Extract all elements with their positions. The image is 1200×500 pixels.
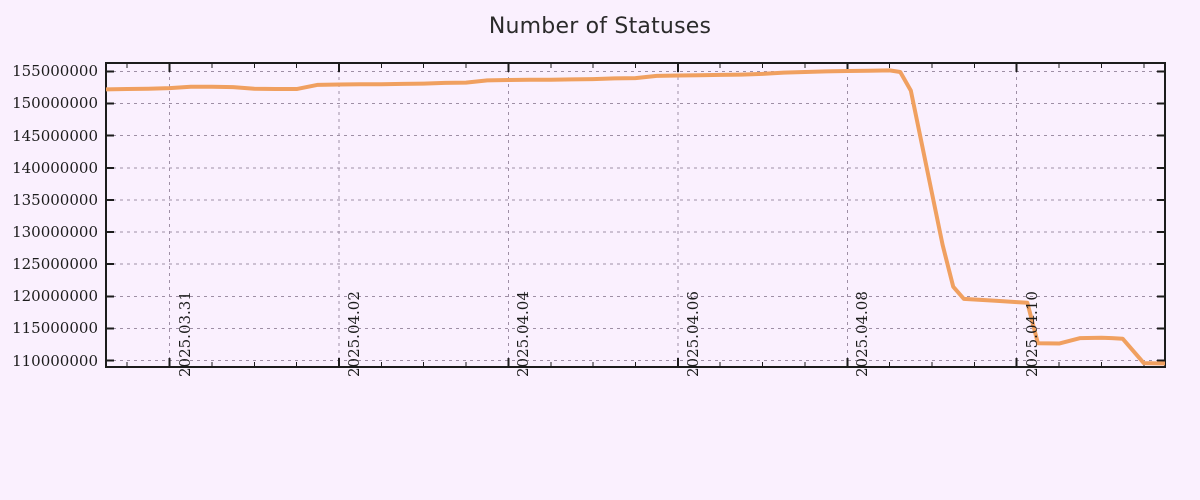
x-axis-tick-label: 2025.04.08: [853, 291, 872, 377]
y-axis-tick-label: 150000000: [12, 94, 98, 113]
x-axis-tick-label: 2025.04.04: [514, 291, 533, 377]
x-axis-tick-label: 2025.04.06: [683, 291, 702, 377]
gridlines: [106, 63, 1165, 367]
y-axis-tick-label: 140000000: [12, 158, 98, 177]
data-series: [105, 68, 1166, 366]
y-axis-tick-label: 125000000: [12, 255, 98, 274]
y-axis-tick-label: 110000000: [12, 351, 98, 370]
y-axis-tick-label: 130000000: [12, 223, 98, 242]
y-axis-tick-label: 120000000: [12, 287, 98, 306]
axis-ticks: [106, 63, 1165, 367]
y-axis-tick-label: 135000000: [12, 190, 98, 209]
y-axis-tick-label: 115000000: [12, 319, 98, 338]
y-axis-tick-label: 155000000: [12, 62, 98, 81]
x-axis-tick-label: 2025.03.31: [175, 291, 194, 377]
x-axis-tick-label: 2025.04.10: [1022, 291, 1041, 377]
plot-frame: [105, 62, 1166, 368]
x-axis-tick-label: 2025.04.02: [344, 291, 363, 377]
y-axis-tick-label: 145000000: [12, 126, 98, 145]
chart-title: Number of Statuses: [488, 14, 712, 39]
